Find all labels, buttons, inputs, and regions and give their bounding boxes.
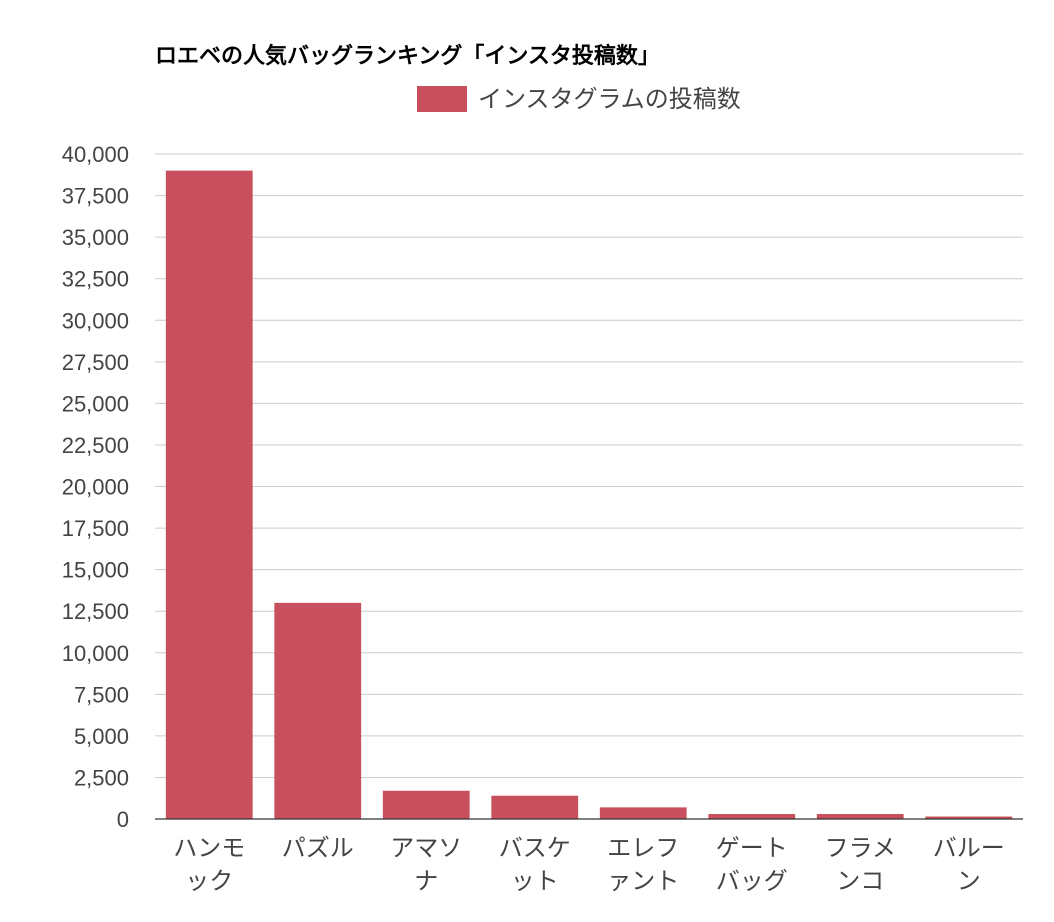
chart-title: ロエベの人気バッグランキング「インスタ投稿数」 xyxy=(155,43,660,69)
y-tick-label: 22,500 xyxy=(62,433,129,458)
x-tick-label: パズル xyxy=(282,834,354,862)
x-tick-label: ハンモック xyxy=(173,834,245,895)
y-tick-label: 5,000 xyxy=(74,724,129,749)
bar xyxy=(599,807,687,819)
bar xyxy=(708,814,796,819)
y-tick-label: 2,500 xyxy=(74,765,129,790)
bar xyxy=(274,602,362,819)
y-tick-label: 10,000 xyxy=(62,641,129,666)
legend-label: インスタグラムの投稿数 xyxy=(478,85,741,113)
bar xyxy=(382,790,470,819)
y-tick-label: 40,000 xyxy=(62,142,129,167)
x-tick-label: バスケット xyxy=(499,834,571,895)
y-tick-label: 37,500 xyxy=(62,184,129,209)
bar xyxy=(165,170,253,819)
y-tick-label: 27,500 xyxy=(62,350,129,375)
x-tick-label: フラメンコ xyxy=(825,834,896,895)
y-axis-ticks: 0 2,500 5,000 7,500 10,000 12,500 15,000 17,500… xyxy=(62,142,129,832)
gridlines xyxy=(155,153,1023,778)
y-tick-label: 25,000 xyxy=(62,391,129,416)
bar xyxy=(925,816,1013,819)
bars xyxy=(165,170,1013,819)
y-tick-label: 20,000 xyxy=(62,475,129,500)
y-tick-label: 30,000 xyxy=(62,308,129,333)
x-tick-label: エレファント xyxy=(607,834,679,895)
y-tick-label: 12,500 xyxy=(62,599,129,624)
bar xyxy=(491,795,579,819)
bar xyxy=(816,814,904,819)
y-tick-label: 15,000 xyxy=(62,558,129,583)
y-tick-label: 17,500 xyxy=(62,516,129,541)
x-tick-label: アマソナ xyxy=(390,834,462,895)
legend: インスタグラムの投稿数 xyxy=(417,85,741,113)
x-tick-label: ゲートバッグ xyxy=(716,834,788,895)
y-tick-label: 32,500 xyxy=(62,267,129,292)
y-tick-label: 0 xyxy=(117,807,129,832)
legend-swatch xyxy=(417,86,467,112)
y-tick-label: 35,000 xyxy=(62,225,129,250)
x-tick-label: バルーン xyxy=(933,834,1005,895)
y-tick-label: 7,500 xyxy=(74,682,129,707)
